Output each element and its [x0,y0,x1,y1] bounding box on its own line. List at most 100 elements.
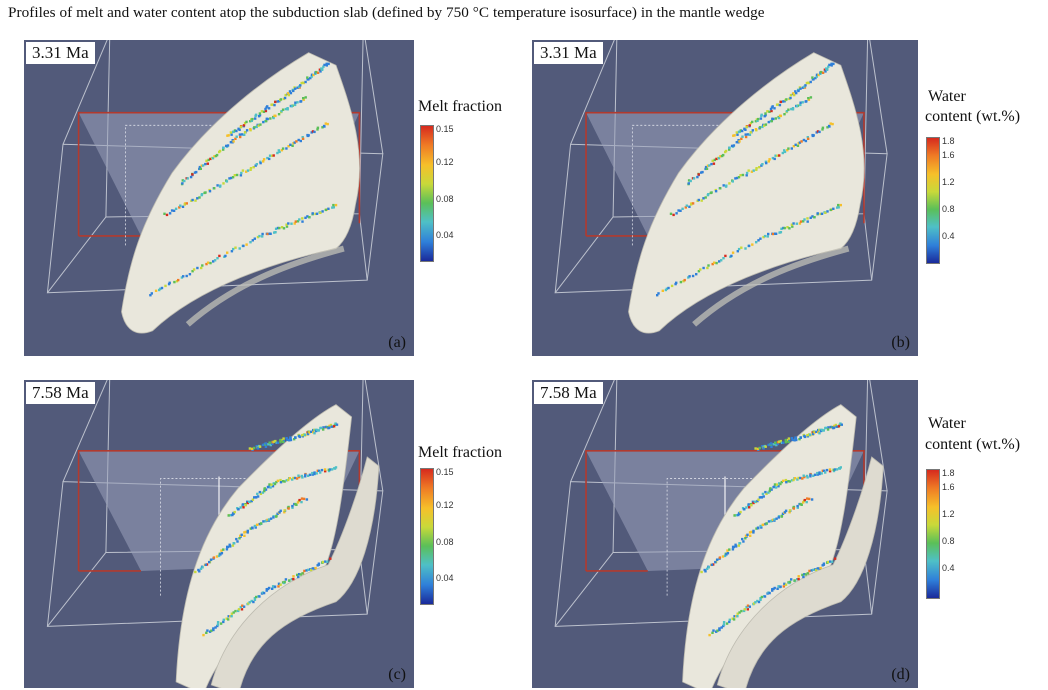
profile-point [285,223,288,226]
tick-label: 1.2 [942,177,955,187]
box-front-face [554,143,888,294]
profile-point [714,190,718,193]
profile-point [777,116,781,120]
profile-point [803,218,806,221]
profile-point [254,113,258,116]
profile-point [741,173,745,177]
profile-point [271,585,275,588]
profile-point [792,92,795,95]
profile-point [250,118,253,121]
profile-point [302,81,305,84]
water-colorbar-title-line2: content (wt.%) [925,108,1021,125]
profile-point [716,629,719,632]
panel-a: 3.31 Ma (a) [24,40,414,356]
profile-point [737,176,741,179]
profile-point [242,124,246,127]
time-label: 7.58 Ma [26,382,95,404]
profile-point [261,491,265,494]
profile-point [691,202,695,205]
profile-point [783,226,786,230]
panel-letter: (a) [388,334,406,351]
slab-surface-back [716,456,884,688]
profile-point [297,575,300,579]
profile-point [722,153,725,157]
profile-point [822,562,826,565]
profile-point [262,160,265,163]
profile-point [244,530,247,534]
profile-point [772,117,775,121]
profile-point [180,276,184,279]
profile-point [707,264,710,267]
profile-point [264,109,268,113]
profile-point [783,150,787,154]
profile-point [751,120,754,124]
profile-point [243,534,246,537]
profile-point [185,274,188,278]
profile-point [721,555,725,558]
profile-point [229,514,233,517]
profile-point [198,165,202,169]
profile-point [744,537,747,540]
profile-point [794,437,798,440]
profile-point [316,469,319,472]
profile-point [313,472,316,476]
profile-point [199,567,203,570]
profile-point [773,485,776,488]
profile-point [154,289,158,292]
profile-point [767,491,770,494]
profile-point [291,506,294,509]
profile-point [172,209,176,212]
profile-point [220,549,223,552]
profile-point [677,209,680,212]
profile-point [255,163,258,166]
profile-point [737,544,740,547]
profile-point [806,136,809,139]
profile-point [702,266,705,270]
profile-point [227,618,230,621]
profile-point [266,156,269,160]
profile-point [315,212,319,215]
profile-point [215,153,219,157]
profile-point [226,251,229,254]
profile-point [222,548,225,551]
profile-point [788,580,792,584]
profile-point [254,117,257,120]
profile-point [240,533,243,536]
profile-point [321,210,324,213]
profile-point [805,474,809,478]
profile-point [292,89,295,93]
profile-point [307,78,310,81]
profile-point [182,275,185,278]
profile-point [779,585,782,588]
profile-point [718,628,721,632]
profile-point [788,480,792,483]
profile-point [274,227,278,230]
profile-point [830,62,833,65]
profile-point [806,433,809,437]
profile-point [227,514,230,517]
profile-point [269,486,272,489]
profile-point [206,162,209,165]
profile-point [298,573,301,576]
profile-point [813,216,816,219]
profile-point [823,68,827,71]
profile-point [285,479,288,482]
profile-point [289,91,293,95]
profile-point [733,134,736,137]
profile-point [798,438,801,441]
profile-point [256,447,260,450]
profile-point [706,567,709,570]
profile-point [809,473,812,477]
profile-point [816,567,819,570]
profile-point [839,203,842,207]
profile-point [333,467,336,470]
profile-point [237,609,240,613]
profile-point [307,134,310,137]
profile-point [290,578,294,581]
profile-point [250,119,253,122]
profile-point [194,199,197,202]
profile-point [208,630,212,633]
profile-point [772,443,775,446]
profile-point [748,605,751,608]
profile-point [692,177,696,180]
